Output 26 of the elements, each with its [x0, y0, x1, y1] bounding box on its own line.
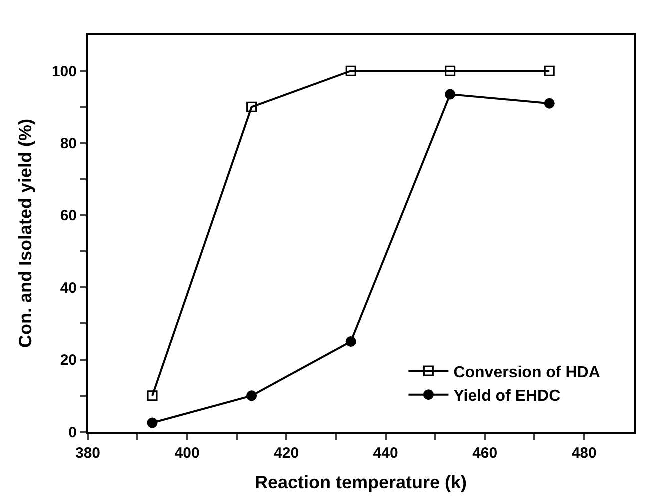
point	[346, 336, 356, 348]
legend-label: Conversion of HDA	[454, 364, 601, 382]
y-tick-label: 80	[60, 136, 77, 153]
x-axis-title: Reaction temperature (k)	[254, 472, 468, 493]
y-tick-label: 0	[68, 424, 77, 442]
x-tick-label: 380	[75, 445, 101, 462]
x-tick-label: 440	[373, 445, 398, 462]
point	[147, 390, 158, 402]
legend-label: Yield of EHDC	[454, 388, 562, 406]
point	[246, 390, 258, 402]
point	[445, 89, 456, 100]
y-axis-title: Con. and Isolated yield (%)	[16, 118, 36, 348]
point	[246, 102, 258, 112]
point	[544, 98, 555, 109]
y-tick-label: 40	[60, 280, 77, 297]
point	[544, 66, 555, 76]
point	[445, 66, 456, 76]
x-tick-label: 420	[274, 445, 300, 462]
y-tick-label: 60	[60, 208, 77, 225]
point	[346, 66, 356, 76]
y-tick-label: 20	[60, 352, 77, 370]
x-tick-label: 460	[472, 445, 498, 462]
x-tick-label: 480	[572, 445, 597, 462]
y-tick-label: 100	[52, 63, 77, 80]
point	[147, 418, 158, 428]
x-tick-label: 400	[174, 445, 200, 462]
